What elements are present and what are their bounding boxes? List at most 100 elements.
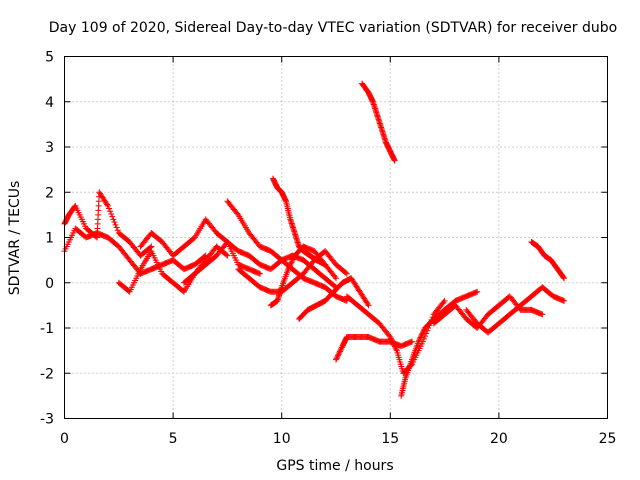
y-tick-label: 0: [45, 276, 54, 292]
data-point: [389, 338, 396, 345]
series-arc-K: [333, 334, 416, 363]
y-tick-label: 3: [45, 140, 54, 156]
data-point: [387, 335, 394, 342]
data-point: [365, 302, 372, 309]
data-point: [287, 262, 294, 269]
x-axis-label: GPS time / hours: [276, 458, 393, 474]
data-point: [333, 275, 339, 282]
data-marks: [61, 80, 568, 399]
data-point: [285, 264, 292, 271]
data-point: [337, 347, 344, 354]
data-point: [286, 263, 293, 270]
data-point: [289, 256, 296, 263]
grid: [64, 56, 608, 419]
data-point: [441, 297, 448, 304]
data-point: [285, 266, 292, 273]
data-point: [419, 330, 426, 337]
data-point: [418, 331, 425, 338]
data-point: [104, 202, 111, 209]
x-tick-label: 15: [381, 431, 399, 447]
y-tick-label: -2: [40, 366, 54, 382]
data-point: [416, 335, 423, 342]
data-point: [539, 311, 546, 318]
data-point: [234, 210, 241, 217]
data-point: [392, 344, 399, 351]
data-point: [334, 352, 341, 359]
y-tick-label: 1: [45, 231, 54, 247]
data-point: [107, 208, 114, 215]
x-tick-label: 0: [60, 431, 69, 447]
series-arc-O: [430, 293, 546, 331]
data-point: [561, 275, 568, 282]
y-tick-label: -1: [40, 321, 54, 337]
data-point: [334, 353, 341, 360]
data-point: [364, 301, 371, 308]
data-point: [416, 337, 423, 344]
x-tick-label: 25: [599, 431, 617, 447]
series-arc-H: [270, 175, 329, 268]
data-point: [343, 270, 350, 277]
data-point: [223, 251, 230, 258]
data-point: [391, 342, 398, 349]
data-point: [420, 329, 427, 336]
data-point: [560, 274, 567, 281]
series-arc-N: [398, 288, 481, 399]
series-arc-B: [61, 189, 155, 259]
data-point: [290, 255, 297, 262]
data-point: [420, 327, 427, 334]
series-arc-P: [463, 284, 568, 336]
data-point: [104, 201, 111, 208]
data-point: [409, 338, 416, 345]
data-point: [388, 336, 395, 343]
data-point: [391, 343, 398, 350]
series-arc-Q: [528, 239, 568, 282]
y-tick-label: 4: [45, 95, 54, 111]
chart-title: Day 109 of 2020, Sidereal Day-to-day VTE…: [49, 20, 617, 36]
data-point: [342, 269, 349, 276]
data-point: [338, 345, 345, 352]
data-point: [111, 219, 118, 226]
series-arc-D: [137, 216, 263, 277]
data-point: [561, 297, 568, 304]
series-arc-M: [359, 80, 398, 164]
data-point: [390, 340, 397, 347]
y-tick-label: 2: [45, 185, 54, 201]
data-point: [108, 210, 115, 217]
data-point: [114, 227, 121, 234]
x-tick-label: 10: [273, 431, 291, 447]
series-arc-I: [267, 243, 339, 309]
data-point: [147, 244, 154, 251]
data-point: [288, 259, 295, 266]
data-point: [331, 273, 338, 280]
data-point: [393, 346, 400, 353]
data-point: [289, 258, 296, 265]
data-point: [336, 348, 343, 355]
data-point: [418, 333, 425, 340]
data-point: [109, 213, 116, 220]
data-point: [112, 221, 119, 228]
x-tick-label: 20: [490, 431, 508, 447]
series-arc-G: [235, 248, 350, 295]
plot-frame: [64, 56, 608, 419]
data-point: [415, 338, 422, 345]
data-point: [333, 356, 339, 363]
axes: 0 5 10 15 20 25 -3 -2 -1 0 1 2 3 4 5: [40, 50, 616, 448]
data-point: [287, 260, 294, 267]
y-tick-label: 5: [45, 50, 54, 66]
data-point: [440, 299, 447, 306]
data-point: [113, 224, 120, 231]
data-point: [389, 339, 396, 346]
y-axis-label: SDTVAR / TECUs: [7, 181, 23, 296]
data-point: [106, 205, 113, 212]
data-point: [333, 355, 340, 362]
y-tick-label: -3: [40, 412, 54, 428]
data-point: [417, 334, 424, 341]
data-point: [110, 216, 117, 223]
data-point: [391, 157, 398, 164]
series-arc-J: [296, 275, 372, 322]
x-tick-label: 5: [169, 431, 178, 447]
data-point: [224, 252, 231, 259]
data-point: [256, 270, 263, 277]
data-point: [336, 349, 343, 356]
